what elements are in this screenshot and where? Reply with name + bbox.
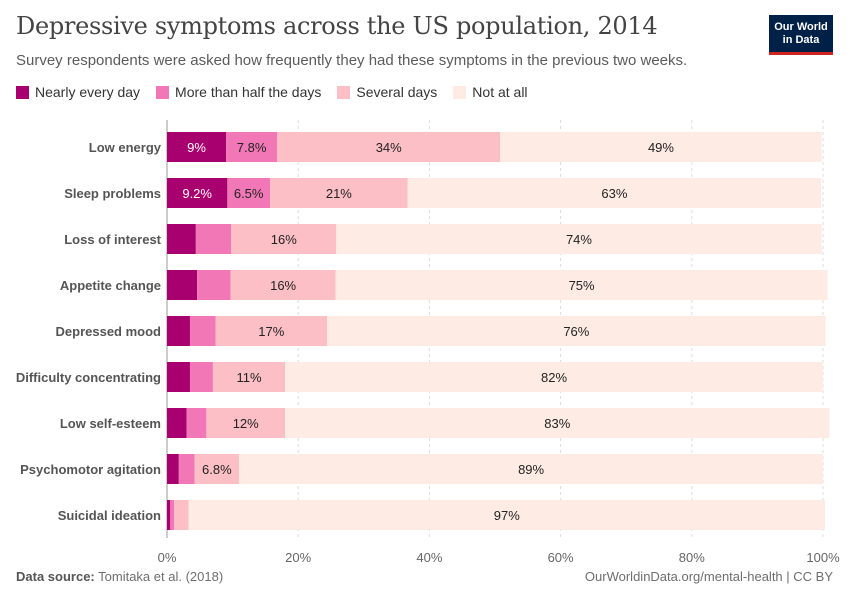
x-tick-label: 0% [158,550,177,562]
bar-segment [167,178,228,208]
footer-link[interactable]: OurWorldinData.org/mental-health | CC BY [584,569,833,584]
legend-swatch [453,85,467,99]
bar-segment [167,132,227,162]
legend-swatch [337,85,351,99]
category-label: Difficulty concentrating [16,370,161,385]
data-label: 9.2% [182,186,212,201]
owid-logo[interactable]: Our World in Data [769,15,833,55]
category-label: Sleep problems [64,186,161,201]
legend-label: Several days [356,84,438,100]
bar-segment [285,362,824,392]
data-label: 97% [494,508,520,523]
legend-label: Not at all [472,84,528,100]
bar-segment [212,362,286,392]
bar-segment [167,362,190,392]
data-label: 82% [541,370,567,385]
data-label: 17% [258,324,284,339]
chart-legend: Nearly every day More than half the days… [16,84,544,100]
data-label: 49% [648,140,674,155]
x-tick-label: 40% [416,550,442,562]
bar-segment [197,270,231,300]
data-source: Data source: Tomitaka et al. (2018) [16,569,223,584]
chart-subtitle: Survey respondents were asked how freque… [16,52,688,69]
bar-segment [327,316,826,346]
bar-segment [186,408,207,438]
bar-segment [189,362,213,392]
data-label: 9% [187,140,206,155]
data-label: 21% [326,186,352,201]
bar-segment [189,316,216,346]
bar-segment [167,224,196,254]
bar-segment [195,224,232,254]
legend-item-several-days[interactable]: Several days [337,84,437,100]
data-label: 74% [566,232,592,247]
category-label: Suicidal ideation [58,508,161,523]
data-label: 12% [233,416,259,431]
data-label: 11% [236,370,261,385]
category-label: Psychomotor agitation [20,462,161,477]
bar-segment [269,178,408,208]
legend-item-more-than-half[interactable]: More than half the days [156,84,321,100]
bar-segment [174,500,189,530]
bar-segment [335,270,828,300]
bar-segment [170,500,175,530]
bar-segment [226,132,278,162]
bar-segment [500,132,822,162]
bar-segment [231,224,337,254]
category-label: Low self-esteem [60,416,161,431]
bar-segment [188,500,825,530]
stacked-bar-chart: 0% 20% 40% 60% 80% 100% Low energy 9% 7.8% 34% 49%… [16,120,840,562]
bar-segment [167,408,187,438]
bar-segment [167,454,179,484]
bar-segment [167,270,198,300]
data-label: 34% [376,140,402,155]
data-label: 6.5% [234,186,264,201]
bar-segment [215,316,328,346]
legend-label: Nearly every day [35,84,141,100]
data-label: 16% [271,232,297,247]
bar-segment [407,178,822,208]
category-label: Low energy [89,140,162,155]
bar-segment [167,500,171,530]
bar-segment [167,316,190,346]
x-tick-label: 20% [285,550,311,562]
bar-segment [336,224,822,254]
chart-title: Depressive symptoms across the US popula… [16,12,658,40]
bar-segment [178,454,195,484]
source-value[interactable]: Tomitaka et al. (2018) [98,569,224,584]
data-label: 83% [544,416,570,431]
bar-segment [230,270,336,300]
legend-item-not-at-all[interactable]: Not at all [453,84,528,100]
logo-line-1: Our World [774,20,828,33]
legend-swatch [16,85,29,99]
bar-segment [285,408,830,438]
legend-label: More than half the days [175,84,322,100]
category-label: Loss of interest [64,232,161,247]
data-label: 6.8% [202,462,232,477]
bar-segment [194,454,240,484]
bar-segment [277,132,501,162]
data-label: 76% [563,324,589,339]
data-label: 63% [601,186,627,201]
data-label: 75% [569,278,595,293]
x-tick-label: 80% [679,550,705,562]
bar-segment [227,178,270,208]
bar-segment [206,408,286,438]
legend-item-nearly-every-day[interactable]: Nearly every day [16,84,140,100]
data-label: 89% [518,462,544,477]
category-label: Depressed mood [56,324,162,339]
legend-swatch [156,85,170,99]
source-label: Data source: [16,569,95,584]
data-label: 7.8% [237,140,267,155]
bar-segment [239,454,823,484]
x-tick-label: 60% [548,550,574,562]
category-label: Appetite change [60,278,161,293]
logo-line-2: in Data [782,33,820,46]
data-label: 16% [270,278,296,293]
x-tick-label: 100% [806,550,840,562]
